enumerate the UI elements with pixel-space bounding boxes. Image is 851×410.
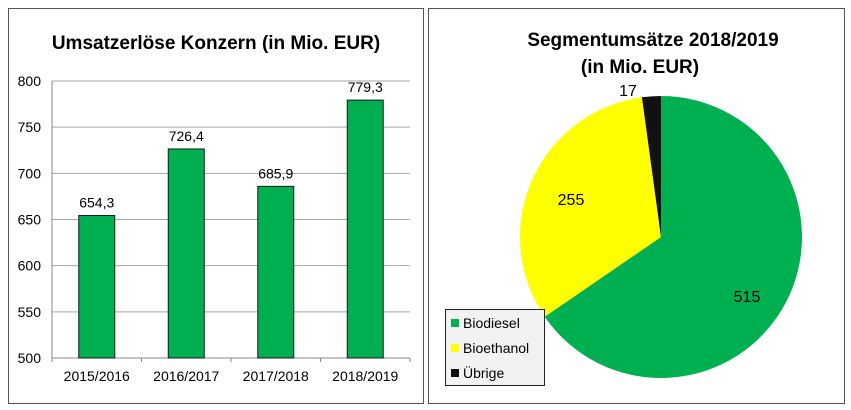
legend-swatch-uebrige: [451, 368, 459, 377]
pie-value-label: 515: [734, 289, 761, 306]
y-tick-label: 750: [18, 119, 42, 135]
y-tick-label: 600: [18, 258, 42, 274]
pie-value-label: 255: [558, 192, 585, 209]
bar-2015-2016: [78, 215, 116, 359]
x-tick-label: 2018/2019: [332, 368, 398, 384]
bar-value-label: 726,4: [169, 128, 204, 144]
legend-item-biodiesel: Biodiesel: [446, 310, 544, 335]
y-tick-label: 700: [18, 165, 42, 181]
pie-plot-area: 515 255 17: [520, 83, 802, 378]
bar-2017-2018: [257, 185, 295, 359]
pie-slice-biodiesel: [544, 96, 802, 378]
bar-plot-area: 500 550 600 650 700 750 800 654,3 2015/2016 726,4…: [18, 73, 411, 384]
pie-chart-title-line2: (in Mio. EUR): [581, 57, 699, 78]
pie-value-label: 17: [619, 83, 637, 100]
bar-value-label: 654,3: [79, 195, 114, 211]
y-tick-label: 650: [18, 212, 42, 228]
pie-legend: Biodiesel Bioethanol Übrige: [445, 309, 545, 386]
x-tick-label: 2017/2018: [243, 368, 309, 384]
legend-swatch-biodiesel: [451, 318, 459, 327]
x-tick-label: 2016/2017: [153, 368, 219, 384]
x-tick-label: 2015/2016: [64, 368, 130, 384]
legend-label: Bioethanol: [463, 339, 530, 356]
legend-item-uebrige: Übrige: [446, 360, 544, 385]
bar-chart-title: Umsatzerlöse Konzern (in Mio. EUR): [52, 33, 380, 54]
legend-swatch-bioethanol: [451, 343, 459, 352]
y-tick-label: 800: [18, 73, 42, 89]
legend-label: Übrige: [463, 364, 505, 381]
bar-2016-2017: [167, 148, 205, 359]
bar-2018-2019: [346, 99, 384, 359]
pie-chart-title-line1: Segmentumsätze 2018/2019: [527, 30, 778, 51]
pie-slice-bioethanol: [520, 97, 661, 317]
y-tick-label: 500: [18, 350, 42, 366]
pie-slice-übrige: [641, 96, 661, 237]
legend-label: Biodiesel: [463, 314, 520, 331]
y-tick-label: 550: [18, 304, 42, 320]
bar-value-label: 779,3: [348, 79, 383, 95]
legend-item-bioethanol: Bioethanol: [446, 335, 544, 360]
bar-value-label: 685,9: [258, 165, 293, 181]
